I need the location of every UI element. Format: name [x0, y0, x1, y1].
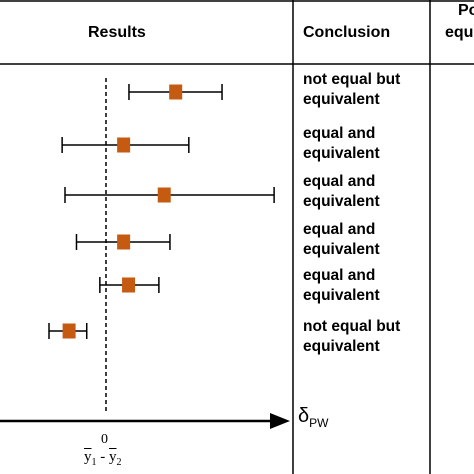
conclusion-line: equivalent [303, 91, 380, 108]
conclusion-cell: not equal but equivalent [303, 70, 423, 110]
conclusion-cell: equal and equivalent [303, 124, 423, 164]
conclusion-cell: not equal but equivalent [303, 317, 423, 357]
conclusion-cell: equal and equivalent [303, 220, 423, 260]
results-header: Results [88, 24, 146, 41]
conclusion-cell: equal and equivalent [303, 266, 423, 306]
partial-header-top: Po [458, 2, 474, 19]
conclusion-line: equal and [303, 267, 376, 284]
estimate-marker [62, 323, 76, 339]
chart-marks [0, 78, 290, 429]
estimate-marker [122, 277, 136, 293]
estimate-marker [117, 137, 131, 153]
conclusion-line: equivalent [303, 241, 380, 258]
partial-header-bottom: equ [445, 24, 474, 41]
conclusion-header: Conclusion [303, 24, 391, 41]
conclusion-line: equivalent [303, 338, 380, 355]
delta-pw-label: δPW [298, 405, 329, 430]
conclusion-line: equivalent [303, 287, 380, 304]
conclusion-line: not equal but [303, 318, 401, 335]
x-axis-label: y1 - y2 [84, 449, 122, 468]
conclusion-line: equal and [303, 221, 376, 238]
conclusion-line: equal and [303, 173, 376, 190]
conclusion-line: equivalent [303, 145, 380, 162]
conclusion-line: equivalent [303, 193, 380, 210]
estimate-marker [169, 84, 183, 100]
conclusion-line: not equal but [303, 71, 401, 88]
zero-tick-label: 0 [101, 432, 108, 447]
estimate-marker [157, 187, 171, 203]
estimate-marker [117, 234, 131, 250]
conclusion-cell: equal and equivalent [303, 172, 423, 212]
conclusion-line: equal and [303, 125, 376, 142]
x-axis-arrowhead [270, 413, 290, 429]
